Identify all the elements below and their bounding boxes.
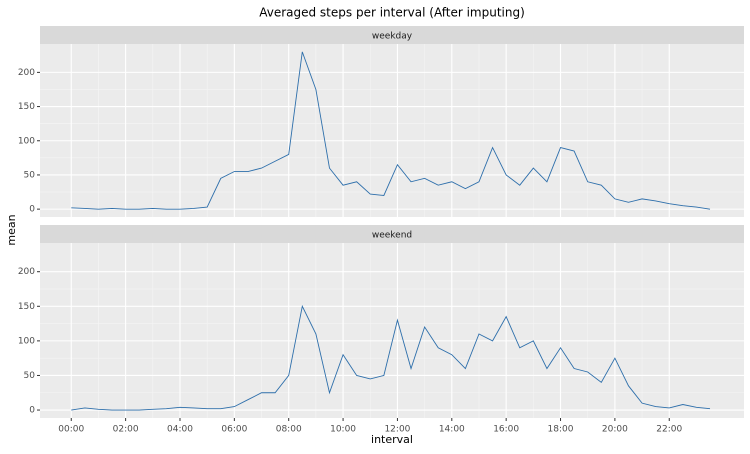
x-tick-label: 04:00: [167, 425, 193, 435]
x-tick-label: 06:00: [221, 425, 247, 435]
data-line: [71, 304, 711, 411]
x-tick-label: 02:00: [113, 425, 139, 435]
y-tick-label: 50: [24, 371, 36, 381]
x-tick-label: 10:00: [330, 425, 356, 435]
panel: [40, 243, 744, 418]
x-tick-label: 14:00: [439, 425, 465, 435]
x-tick-label: 18:00: [548, 425, 574, 435]
y-tick-label: 150: [18, 302, 35, 312]
x-tick-label: 22:00: [656, 425, 682, 435]
x-axis-label: interval: [371, 433, 413, 446]
y-tick-label: 200: [18, 267, 35, 277]
y-tick-label: 0: [29, 205, 35, 215]
x-tick-label: 08:00: [276, 425, 302, 435]
y-tick-label: 100: [18, 136, 35, 146]
y-tick-label: 100: [18, 336, 35, 346]
y-tick-label: 200: [18, 68, 35, 78]
y-axis-label: mean: [5, 214, 18, 245]
x-tick-label: 16:00: [493, 425, 519, 435]
data-line: [71, 51, 711, 210]
x-tick-label: 00:00: [58, 425, 84, 435]
strip-label: weekday: [372, 32, 413, 42]
x-tick-label: 12:00: [384, 425, 410, 435]
y-tick-label: 150: [18, 102, 35, 112]
panel: [40, 44, 744, 217]
x-tick-label: 20:00: [602, 425, 628, 435]
strip: [40, 225, 744, 243]
chart-title: Averaged steps per interval (After imput…: [259, 6, 525, 20]
strip: [40, 26, 744, 44]
y-tick-label: 0: [29, 406, 35, 416]
strip-label: weekend: [372, 231, 412, 241]
y-tick-label: 50: [24, 170, 36, 180]
